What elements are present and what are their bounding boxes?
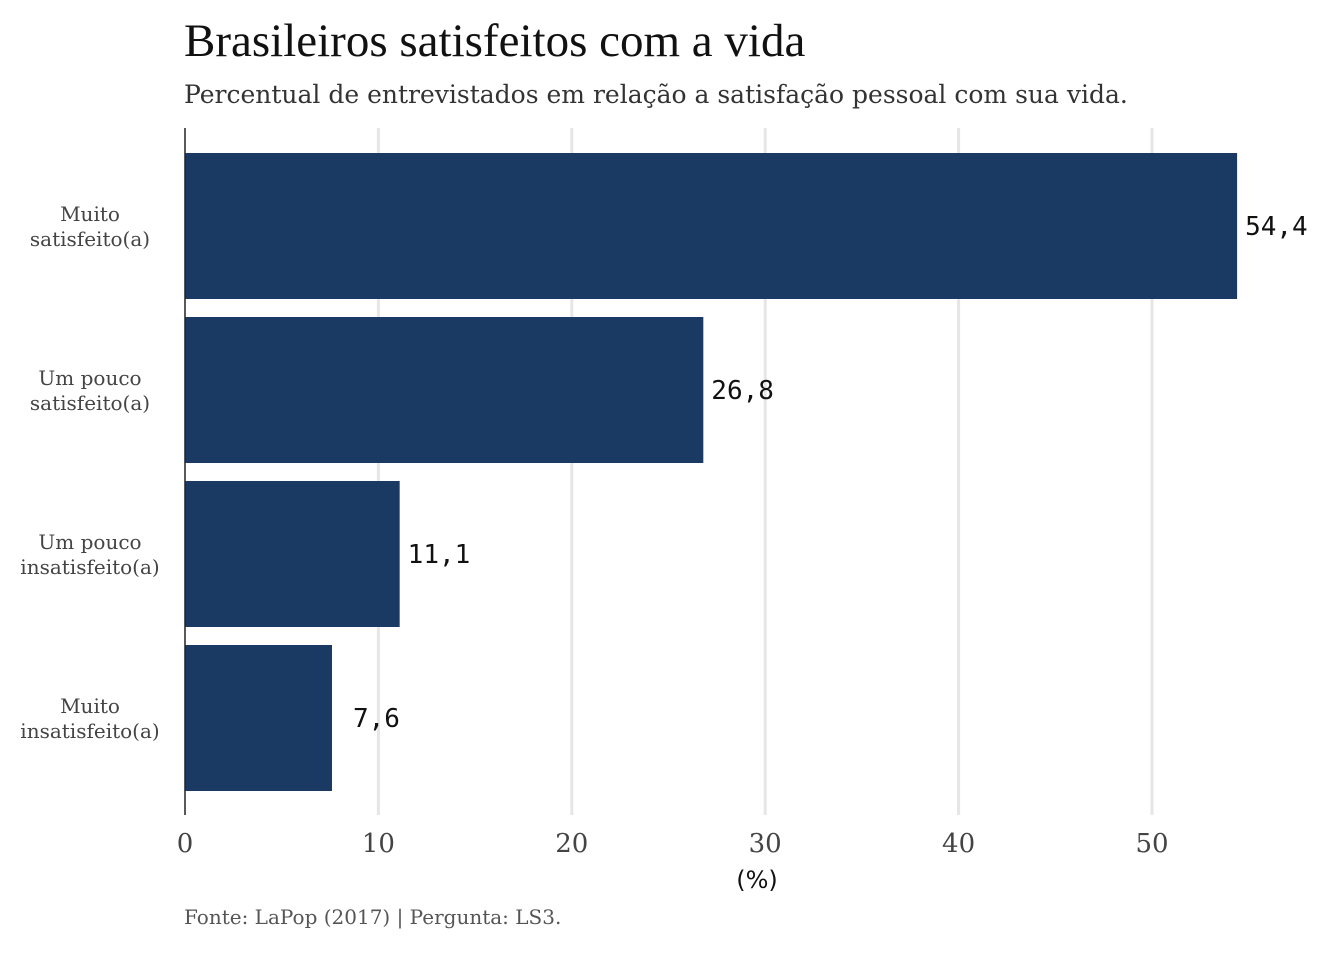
x-tick-0: 0 (177, 829, 194, 859)
bar-2 (185, 317, 704, 463)
chart-caption: Fonte: LaPop (2017) | Pergunta: LS3. (184, 905, 562, 929)
x-axis-title: (%) (736, 866, 778, 894)
category-label-1-line-2: satisfeito(a) (30, 227, 150, 251)
category-label-1-line-1: Muito (60, 202, 120, 226)
category-label-3-line-1: Um pouco (38, 530, 141, 554)
value-label-4: 7,6 (353, 704, 400, 734)
x-tick-20: 20 (555, 829, 588, 859)
category-label-2-line-2: satisfeito(a) (30, 391, 150, 415)
category-label-3-line-2: insatisfeito(a) (20, 555, 159, 579)
value-labels: 54,4 26,8 11,1 7,6 (353, 212, 1308, 734)
x-tick-40: 40 (942, 829, 975, 859)
bar-3 (185, 481, 400, 627)
bar-1 (185, 153, 1238, 299)
x-tick-30: 30 (749, 829, 782, 859)
x-tick-50: 50 (1135, 829, 1168, 859)
value-label-3: 11,1 (408, 540, 471, 570)
value-label-1: 54,4 (1245, 212, 1308, 242)
bars (185, 153, 1238, 791)
x-tick-10: 10 (362, 829, 395, 859)
value-label-2: 26,8 (711, 376, 774, 406)
category-label-4-line-1: Muito (60, 694, 120, 718)
category-label-4-line-2: insatisfeito(a) (20, 719, 159, 743)
chart-subtitle: Percentual de entrevistados em relação a… (184, 80, 1128, 109)
chart-title: Brasileiros satisfeitos com a vida (184, 15, 806, 67)
category-label-2-line-1: Um pouco (38, 366, 141, 390)
bar-4 (185, 645, 332, 791)
x-tick-labels: 0 10 20 30 40 50 (177, 829, 1169, 859)
